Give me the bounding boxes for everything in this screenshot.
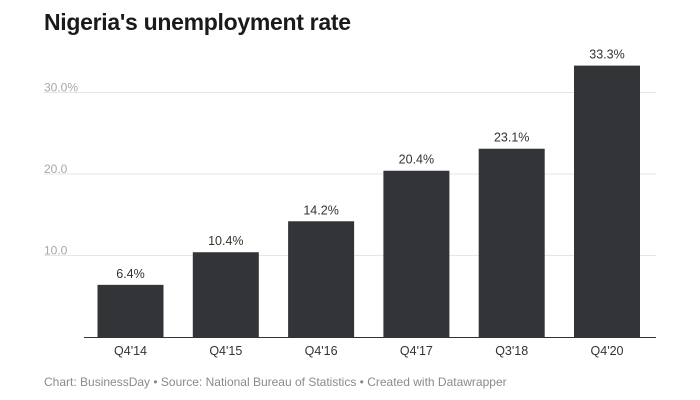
x-tick-label: Q4'15 xyxy=(209,344,242,358)
bar xyxy=(192,252,259,337)
chart-title: Nigeria's unemployment rate xyxy=(44,9,351,35)
y-tick-label: 20.0 xyxy=(44,162,68,176)
x-tick-label: Q4'14 xyxy=(114,344,147,358)
bar-value-label: 23.1% xyxy=(494,131,529,145)
bars xyxy=(97,65,640,337)
x-axis-ticks: Q4'14 Q4'15 Q4'16 Q4'17 Q3'18 Q4'20 xyxy=(114,344,624,358)
bar-value-label: 14.2% xyxy=(303,203,338,217)
bar xyxy=(97,284,164,337)
bar-value-label: 20.4% xyxy=(399,153,434,167)
bar xyxy=(574,65,640,337)
bar-value-label: 10.4% xyxy=(208,234,243,248)
bar xyxy=(383,170,450,337)
bar-value-label: 6.4% xyxy=(116,267,145,281)
y-axis-ticks: 10.0 20.0 30.0% xyxy=(44,81,78,258)
x-tick-label: Q4'20 xyxy=(591,344,624,358)
y-tick-label: 10.0 xyxy=(44,244,68,258)
x-tick-label: Q4'17 xyxy=(400,344,433,358)
y-tick-label: 30.0% xyxy=(44,81,78,95)
bar-value-label: 33.3% xyxy=(589,48,624,62)
x-tick-label: Q3'18 xyxy=(495,344,528,358)
chart-footer: Chart: BusinessDay • Source: National Bu… xyxy=(44,375,507,389)
value-labels: 6.4% 10.4% 14.2% 20.4% 23.1% 33.3% xyxy=(116,48,624,281)
x-tick-label: Q4'16 xyxy=(305,344,338,358)
bar xyxy=(478,148,545,337)
bar xyxy=(288,221,355,337)
